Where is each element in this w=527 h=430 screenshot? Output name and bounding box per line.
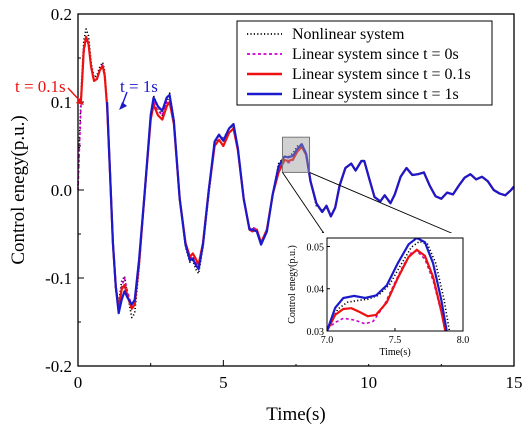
y-tick-label: 0.1 [51, 93, 72, 112]
inset-x-tick-label: 7.0 [321, 335, 334, 346]
annotation-t-1s: t = 1s [120, 77, 158, 96]
inset-x-tick-label: 7.5 [389, 335, 402, 346]
y-tick-label: -0.1 [45, 269, 72, 288]
inset-y-tick-label: 0.04 [307, 285, 325, 296]
x-tick-label: 0 [74, 373, 83, 392]
zoom-highlight-box [281, 136, 311, 173]
x-axis-label: Time(s) [266, 404, 325, 425]
legend-label: Linear system since t = 0.1s [292, 66, 471, 83]
inset-series-line-linear-system-since-t-0-1s [327, 248, 447, 331]
inset-y-tick-label: 0.03 [307, 327, 325, 338]
legend-box [236, 20, 493, 106]
x-tick-label: 5 [219, 373, 228, 392]
legend: Nonlinear system Linear system since t = … [236, 20, 493, 106]
legend-label: Linear system since t = 0s [292, 46, 459, 63]
series-line-linear-system-since-t-1s [106, 93, 515, 315]
y-tick-label: 0.0 [51, 181, 72, 200]
annotation-arrowhead-red [75, 98, 84, 105]
legend-label: Nonlinear system [292, 26, 405, 43]
inset-plot: 7.0 7.5 8.0 0.05 0.04 0.03 Time(s) Control eneg… [287, 233, 473, 364]
y-tick-label: -0.2 [45, 357, 72, 376]
y-axis-label: Control enegy(p.u.) [8, 115, 29, 264]
main-axes: 0 5 10 15 0.2 0.1 0.0 -0.1 -0.2 [45, 5, 522, 392]
inset-series-line-linear-system-since-t-1s [327, 238, 448, 331]
annotation-arrowhead-blue [119, 102, 128, 110]
zoom-connector-right [309, 171, 464, 239]
main-plot-lines [77, 28, 515, 319]
inset-series-line-nonlinear-system [327, 240, 451, 331]
annotations: t = 0.1s t = 1s [15, 77, 158, 110]
zoom-region [281, 136, 464, 239]
inset-lines [327, 238, 451, 331]
inset-x-tick-label: 8.0 [457, 335, 470, 346]
legend-label: Linear system since t = 1s [292, 86, 459, 103]
y-tick-label: 0.2 [51, 5, 72, 24]
inset-y-axis-label: Control enegy(p.u.) [287, 245, 298, 324]
annotation-t-0-1s: t = 0.1s [15, 77, 66, 96]
inset-x-axis-label: Time(s) [379, 347, 410, 358]
x-tick-label: 10 [360, 373, 377, 392]
zoom-connector-left [282, 172, 328, 239]
x-tick-label: 15 [506, 373, 523, 392]
inset-y-tick-label: 0.05 [307, 242, 325, 253]
